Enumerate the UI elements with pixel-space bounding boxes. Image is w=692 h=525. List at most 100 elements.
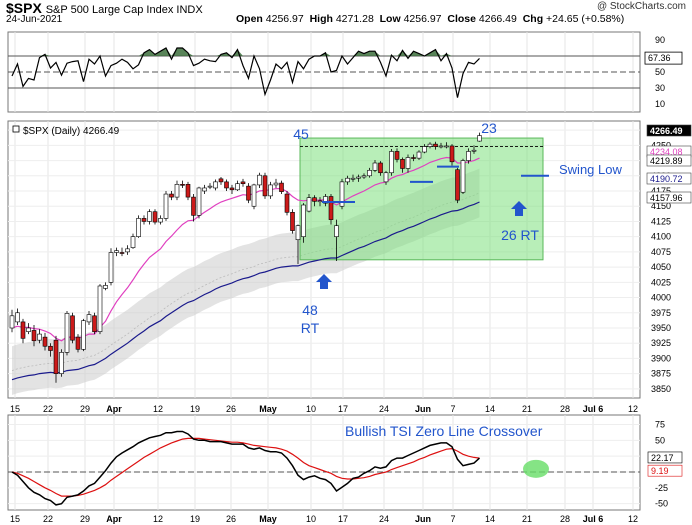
low-label: Low <box>379 13 401 25</box>
x-tick-label: May <box>259 514 277 524</box>
close-value: 4266.49 <box>478 13 517 25</box>
candle-body <box>378 162 383 174</box>
price-tick-label: 3850 <box>651 384 671 394</box>
price-tag <box>646 172 692 185</box>
x-tick-label: 24 <box>379 404 389 414</box>
rsi-value-tag <box>644 51 683 65</box>
candle-body <box>20 321 26 339</box>
candle-body <box>229 187 235 191</box>
candle-body <box>306 197 312 212</box>
price-tick-label: 3950 <box>651 323 671 333</box>
tsi-line <box>11 430 481 506</box>
candle-body <box>455 169 460 201</box>
price-tag-label: 4266.49 <box>650 126 683 136</box>
candle-body <box>169 193 174 198</box>
candle-body <box>92 315 97 332</box>
candle-body <box>108 252 114 283</box>
x-tick-label: 22 <box>43 514 53 524</box>
tsi-tick-label: 75 <box>655 420 665 430</box>
annotation-23: 23 <box>481 120 497 136</box>
x-tick-label: 22 <box>43 404 53 414</box>
tsi-tick-label: 50 <box>655 435 665 445</box>
price-tag-label: 4157.96 <box>650 193 683 203</box>
source-credit: @ StockCharts.com <box>596 1 686 12</box>
candle-body <box>86 314 92 323</box>
candle-body <box>262 175 268 197</box>
candle-body <box>48 345 53 351</box>
x-tick-label: 19 <box>190 404 200 414</box>
low-value: 4256.97 <box>403 13 442 25</box>
candle-body <box>147 211 152 222</box>
rsi-tick-label: 50 <box>655 67 665 77</box>
candle-body <box>350 177 356 180</box>
tsi-tick-label: -25 <box>655 483 668 493</box>
high-value: 4271.28 <box>335 13 374 25</box>
price-tick-label: 4100 <box>651 232 671 242</box>
index-name: S&P 500 Large Cap Index <box>45 4 174 16</box>
x-tick-label: 7 <box>450 404 455 414</box>
candle-body <box>75 336 81 350</box>
legend-swatch <box>12 125 20 133</box>
tsi-tick-label: -50 <box>655 499 668 509</box>
candle-body <box>422 146 427 153</box>
x-tick-label: 12 <box>153 514 163 524</box>
x-tick-label: 14 <box>485 514 495 524</box>
candle-body <box>202 187 207 192</box>
x-tick-label: 21 <box>522 514 532 524</box>
high-label: High <box>309 13 333 25</box>
candle-body <box>449 145 455 163</box>
x-tick-label: Apr <box>106 404 122 414</box>
annotation-45: 45 <box>293 126 309 142</box>
candle-body <box>31 330 37 342</box>
candle-body <box>191 196 196 216</box>
candle-body <box>438 145 444 148</box>
price-legend: $SPX (Daily) 4266.49 <box>23 126 120 137</box>
candle-body <box>163 193 169 219</box>
x-tick-label: 7 <box>450 514 455 524</box>
candle-body <box>174 184 180 198</box>
candle-body <box>196 187 202 216</box>
candle-body <box>257 174 262 186</box>
annotation-48: 48 <box>302 302 318 318</box>
x-tick-label: 24 <box>379 514 389 524</box>
candle-body <box>372 162 378 171</box>
chart-date: 24-Jun-2021 <box>6 14 63 25</box>
candle-body <box>103 285 108 289</box>
candle-body <box>251 184 257 207</box>
x-tick-label: 21 <box>522 404 532 414</box>
candle-body <box>416 151 422 159</box>
x-tick-label: Jul 6 <box>583 404 604 414</box>
candle-body <box>119 252 125 254</box>
candle-body <box>125 248 130 253</box>
rsi-overbought-fill <box>12 48 480 56</box>
chart-title: $SPX S&P 500 Large Cap Index INDX <box>6 0 203 16</box>
candle-body <box>218 178 224 183</box>
candle-body <box>26 327 31 332</box>
candle-body <box>207 185 213 188</box>
candle-body <box>279 182 284 192</box>
open-label: Open <box>236 13 263 25</box>
x-tick-label: 12 <box>153 404 163 414</box>
up-arrow-icon <box>316 274 332 289</box>
price-tag <box>646 124 692 137</box>
long-ema-line <box>11 201 480 381</box>
tsi-value-tag <box>647 451 683 464</box>
candle-body <box>97 285 103 332</box>
annotation-swing-low: Swing Low <box>559 162 622 177</box>
candle-body <box>383 172 389 183</box>
x-tick-label: 26 <box>226 514 236 524</box>
candle-body <box>70 315 75 341</box>
x-tick-label: Jun <box>415 514 431 524</box>
price-tick-label: 4125 <box>651 216 671 226</box>
x-tick-label: 10 <box>306 404 316 414</box>
candle-body <box>356 176 361 179</box>
x-tick-label: Apr <box>106 514 122 524</box>
price-tag-label: 4234.08 <box>650 147 683 157</box>
candle-body <box>180 184 185 186</box>
candle-body <box>246 185 251 201</box>
candle-body <box>235 183 240 191</box>
ohlc-stats: Open 4256.97 High 4271.28 Low 4256.97 Cl… <box>236 13 624 25</box>
candle-body <box>64 313 70 353</box>
x-tick-label: Jul 6 <box>583 514 604 524</box>
